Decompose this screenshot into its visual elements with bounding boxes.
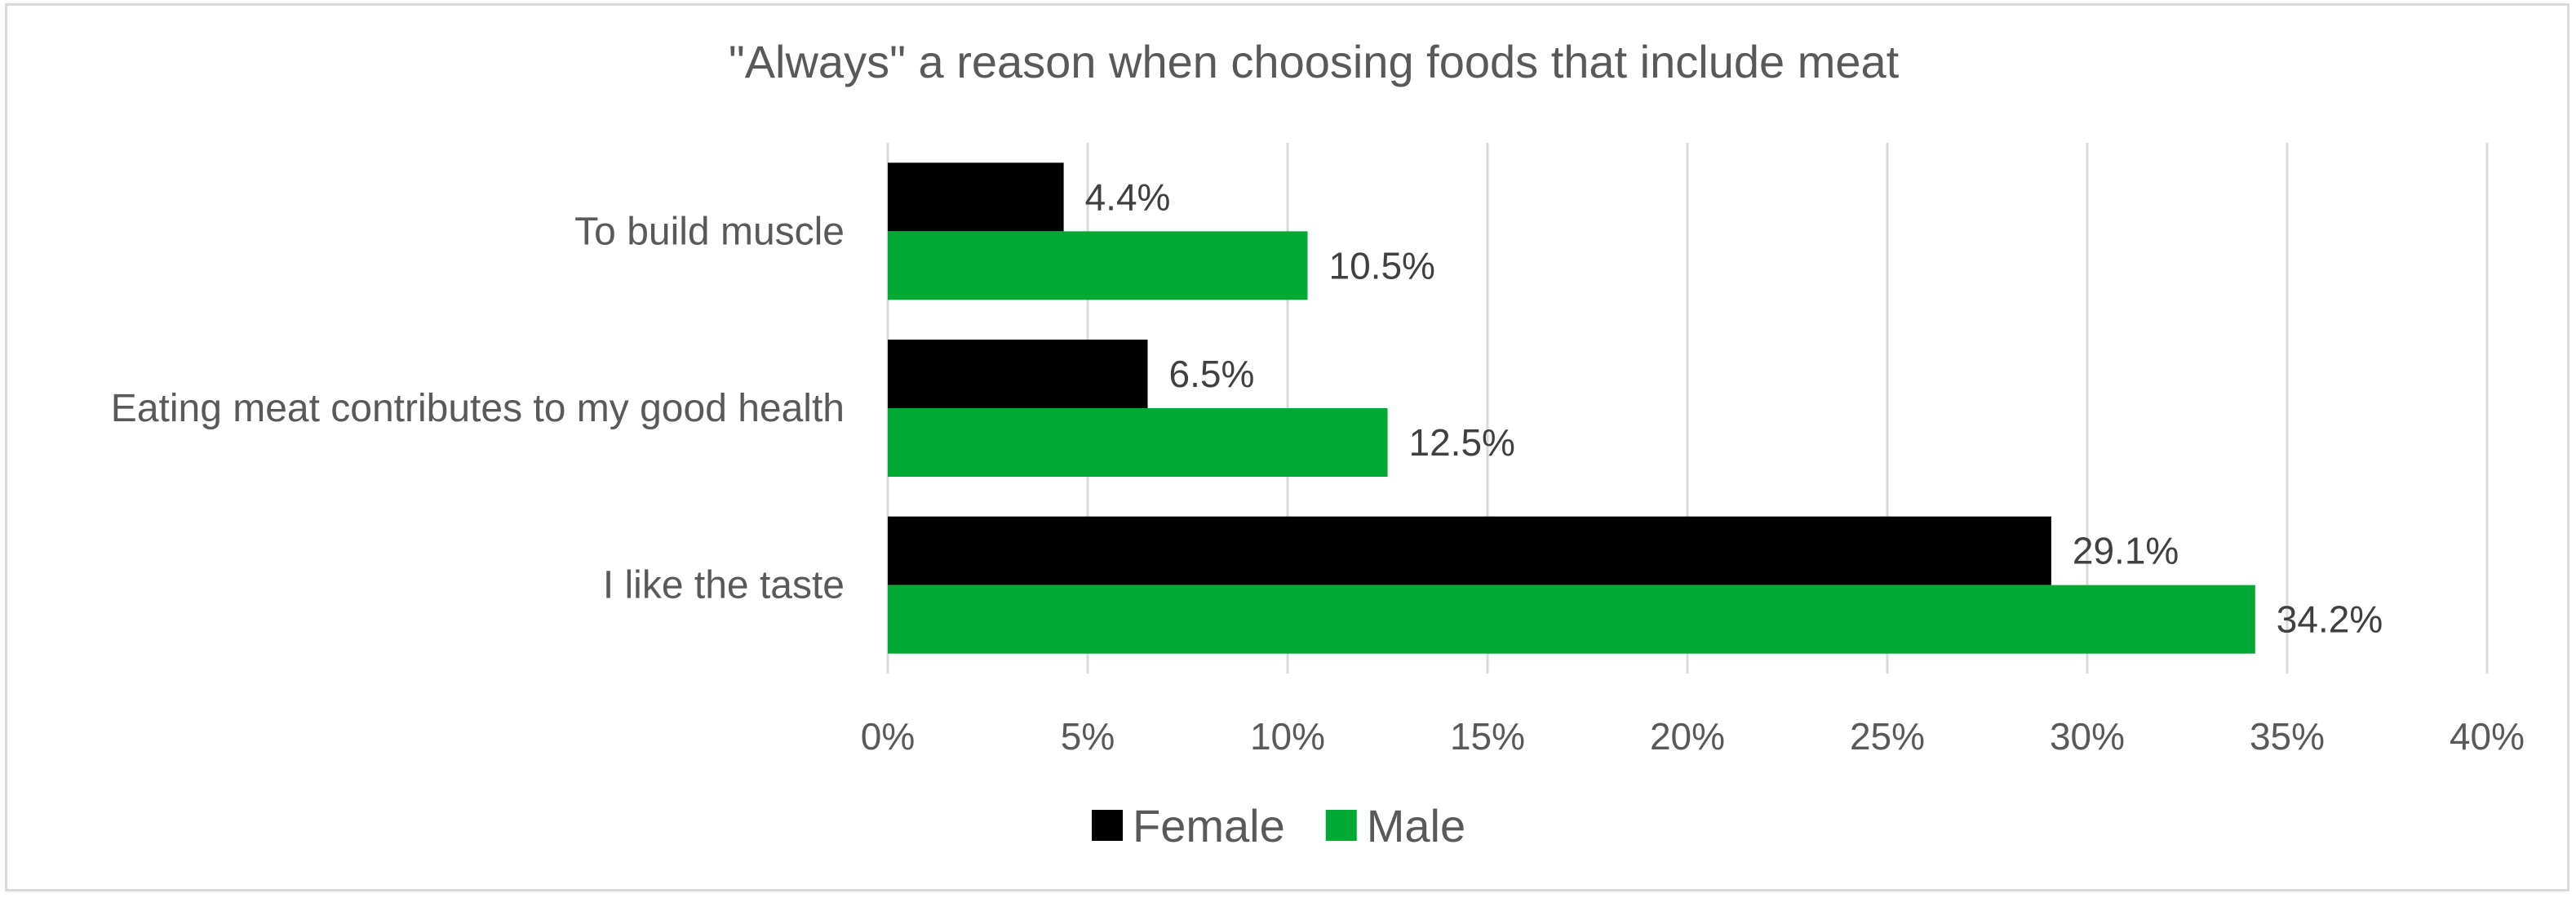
x-tick-label: 25% [1850,715,1925,758]
legend-label-female: Female [1133,800,1285,851]
data-label: 29.1% [2073,530,2179,572]
data-label: 10.5% [1329,244,1435,287]
bar-male [888,231,1308,300]
x-tick-label: 30% [2050,715,2125,758]
category-labels: To build muscle Eating meat contributes t… [111,210,845,607]
category-label: I like the taste [603,564,845,607]
x-tick-label: 10% [1250,715,1325,758]
data-label: 6.5% [1169,353,1255,395]
category-label: Eating meat contributes to my good healt… [111,387,845,430]
legend-label-male: Male [1367,800,1465,851]
bar-female [888,162,1064,232]
bar-female [888,340,1148,408]
data-labels: 4.4% 10.5% 6.5% 12.5% 29.1% 34.2% [1085,176,2383,640]
legend-swatch-male [1325,810,1357,841]
bar-male [888,585,2255,654]
x-tick-label: 20% [1650,715,1725,758]
bars [888,162,2255,654]
bar-male [888,408,1388,477]
legend: Female Male [1092,800,1465,851]
chart-title: "Always" a reason when choosing foods th… [729,36,1900,87]
x-tick-label: 15% [1450,715,1525,758]
data-label: 4.4% [1085,176,1171,218]
x-tick-label: 40% [2450,715,2525,758]
x-tick-label: 5% [1061,715,1115,758]
bar-female [888,516,2051,585]
category-label: To build muscle [574,210,845,253]
x-tick-label: 0% [861,715,915,758]
x-tick-label: 35% [2250,715,2325,758]
legend-swatch-female [1092,810,1123,841]
data-label: 34.2% [2277,598,2383,641]
x-axis-tick-labels: 0% 5% 10% 15% 20% 25% 30% 35% 40% [861,715,2525,758]
data-label: 12.5% [1409,421,1515,464]
